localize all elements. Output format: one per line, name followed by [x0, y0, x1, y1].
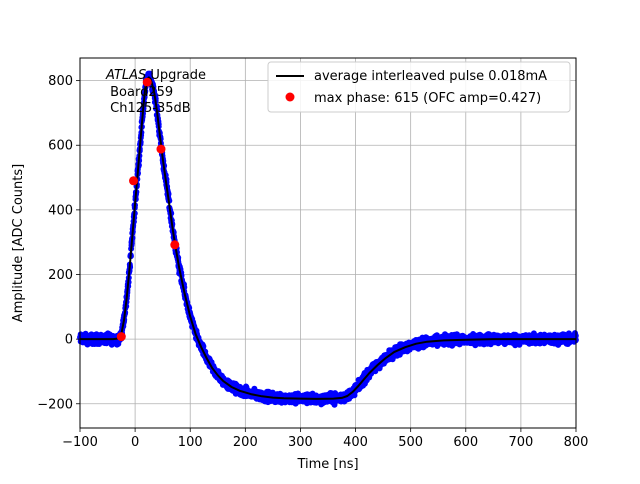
x-tick-label: 800 [564, 435, 589, 450]
phase-marker [129, 176, 138, 186]
legend-box [267, 61, 571, 113]
y-tick-label: 800 [48, 74, 73, 89]
annotation-line-2: Board259 [106, 85, 173, 100]
x-tick-label: −100 [62, 435, 98, 450]
x-tick-label: 600 [453, 435, 478, 450]
x-tick-label: 100 [178, 435, 203, 450]
x-tick-label: 500 [398, 435, 423, 450]
legend-marker-swatch [285, 92, 295, 102]
atlas-annotation: ATLAS Upgrade Board259 Ch125-35dB [105, 68, 206, 116]
annotation-line-3: Ch125-35dB [106, 101, 191, 116]
y-tick-label: −200 [37, 397, 73, 412]
annotation-upgrade: Upgrade [146, 68, 206, 83]
x-tick-label: 0 [131, 435, 139, 450]
phase-marker [170, 240, 180, 250]
scatter-point [146, 70, 153, 77]
average-pulse-line [80, 76, 576, 400]
phase-marker [116, 332, 126, 342]
phase-marker [156, 144, 166, 154]
x-tick-label: 700 [508, 435, 533, 450]
marker-series [116, 77, 180, 342]
legend: average interleaved pulse 0.018mA max ph… [267, 61, 571, 113]
axes-frame [79, 57, 577, 429]
average-line-series [80, 76, 576, 400]
x-tick-label: 400 [343, 435, 368, 450]
y-tick-label: 600 [48, 139, 73, 154]
y-tick-label: 400 [48, 203, 73, 218]
x-tick-label: 300 [288, 435, 313, 450]
scatter-series [77, 70, 579, 408]
legend-entry-average: average interleaved pulse 0.018mA [314, 69, 547, 84]
ticks: −100 0 100 200 300 400 500 600 700 800 −200 0 200 400… [37, 74, 588, 450]
x-axis-label: Time [ns] [296, 457, 358, 472]
grid [79, 58, 577, 428]
y-axis-label: Amplitude [ADC Counts] [11, 164, 26, 322]
phase-marker [142, 77, 152, 87]
y-tick-label: 0 [65, 333, 73, 348]
annotation-atlas: ATLAS [105, 68, 146, 83]
x-tick-label: 200 [233, 435, 258, 450]
annotation-line-1: ATLAS Upgrade [105, 68, 206, 83]
legend-entry-max-phase: max phase: 615 (OFC amp=0.427) [314, 91, 541, 106]
y-tick-label: 200 [48, 268, 73, 283]
